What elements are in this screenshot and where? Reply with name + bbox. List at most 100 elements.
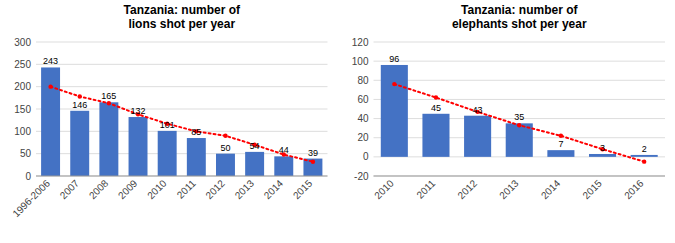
y-tick-label: 60 (357, 94, 369, 105)
bar (274, 156, 293, 176)
bar (464, 116, 491, 157)
bar (547, 150, 574, 157)
chart-title: Tanzania: number oflions shot per year (124, 3, 241, 31)
y-tick-label: 100 (352, 56, 369, 67)
bar (187, 138, 206, 176)
trend-marker (78, 94, 82, 98)
y-tick-label: 150 (14, 104, 31, 115)
x-tick-label: 2016 (622, 177, 646, 201)
y-tick-label: 50 (20, 148, 32, 159)
y-tick-label: 40 (357, 113, 369, 124)
data-label: 50 (220, 143, 230, 153)
grid-line (36, 86, 328, 87)
grid-line (36, 176, 328, 177)
marks (41, 67, 322, 176)
grid-line (374, 80, 666, 81)
x-tick-label: 1996-2006 (10, 177, 52, 219)
bar (303, 159, 322, 176)
data-label: 165 (101, 91, 116, 101)
data-label: 45 (431, 103, 441, 113)
grid-line (36, 42, 328, 43)
trend-marker (559, 134, 563, 138)
y-tick-label: 80 (357, 75, 369, 86)
trend-marker (223, 134, 227, 138)
x-tick-label: 2013 (233, 177, 257, 201)
title-line: Tanzania: number of (461, 3, 578, 17)
title-line: elephants shot per year (452, 17, 587, 31)
data-label: 3 (600, 143, 605, 153)
data-label: 146 (72, 100, 87, 110)
data-labels: 96 45 43 35 7 3 2 (389, 54, 646, 154)
x-axis (374, 176, 666, 177)
data-label: 2 (642, 144, 647, 154)
trend-marker (434, 95, 438, 99)
trend-marker (517, 123, 521, 127)
bar (99, 102, 118, 176)
bar (631, 155, 658, 157)
trend-marker (107, 101, 111, 105)
data-label: 54 (250, 141, 260, 151)
data-label: 132 (131, 106, 146, 116)
x-tick-label: 2013 (497, 177, 521, 201)
bar (216, 154, 235, 176)
data-label: 243 (43, 56, 58, 66)
x-tick-label: 2008 (87, 177, 111, 201)
y-tick-label: 0 (25, 171, 31, 182)
data-label: 44 (279, 145, 289, 155)
bar (158, 131, 177, 176)
chart-panel: Tanzania: number ofelephants shot per ye… (352, 3, 665, 201)
y-tick-label: 100 (14, 126, 31, 137)
title-line: lions shot per year (128, 17, 235, 31)
y-tick-label: 300 (14, 37, 31, 48)
trend-marker (392, 82, 396, 86)
figure: Tanzania: number oflions shot per year05… (0, 0, 675, 243)
data-label: 96 (389, 54, 399, 64)
background (0, 0, 675, 243)
y-tick-label: 0 (363, 151, 369, 162)
x-tick-label: 2014 (262, 177, 286, 201)
y-tick-label: 250 (14, 59, 31, 70)
grid-line (374, 42, 666, 43)
y-tick-label: 200 (14, 81, 31, 92)
y-tick-label: 20 (357, 132, 369, 143)
bar (129, 117, 148, 176)
data-label: 7 (558, 139, 563, 149)
chart-panel: Tanzania: number oflions shot per year 0 5… (10, 3, 327, 219)
x-tick-label: 2009 (116, 177, 140, 201)
y-tick-label: -20 (354, 171, 369, 182)
grid (374, 42, 666, 176)
x-tick-label: 2012 (203, 177, 227, 201)
grid (36, 42, 328, 176)
x-tick-label: 2014 (539, 177, 563, 201)
grid-line (374, 99, 666, 100)
x-tick-label: 2010 (372, 177, 396, 201)
y-tick-label: 120 (352, 37, 369, 48)
x-tick-label: 2011 (175, 177, 198, 200)
x-tick-label: 2015 (580, 177, 604, 201)
trend-marker (311, 160, 315, 164)
bar (589, 154, 616, 157)
bar (70, 111, 89, 176)
bar (41, 67, 60, 176)
data-label: 101 (160, 120, 175, 130)
grid-line (374, 176, 666, 177)
grid-line (36, 64, 328, 65)
title-line: Tanzania: number of (124, 3, 241, 17)
marks (381, 65, 658, 164)
trend-line (51, 87, 313, 162)
x-axis (36, 176, 328, 177)
bar (245, 152, 264, 176)
grid-line (374, 61, 666, 62)
data-label: 39 (308, 148, 318, 158)
x-tick-label: 2011 (414, 177, 437, 200)
x-tick-label: 2010 (145, 177, 169, 201)
x-tick-label: 2012 (456, 177, 480, 201)
data-label: 85 (191, 127, 201, 137)
x-tick-label: 2015 (291, 177, 315, 201)
bar (422, 114, 449, 157)
data-label: 43 (473, 105, 483, 115)
data-label: 35 (514, 112, 524, 122)
trend-marker (48, 84, 52, 88)
chart-title: Tanzania: number ofelephants shot per ye… (452, 3, 587, 31)
trend-marker (642, 159, 646, 163)
